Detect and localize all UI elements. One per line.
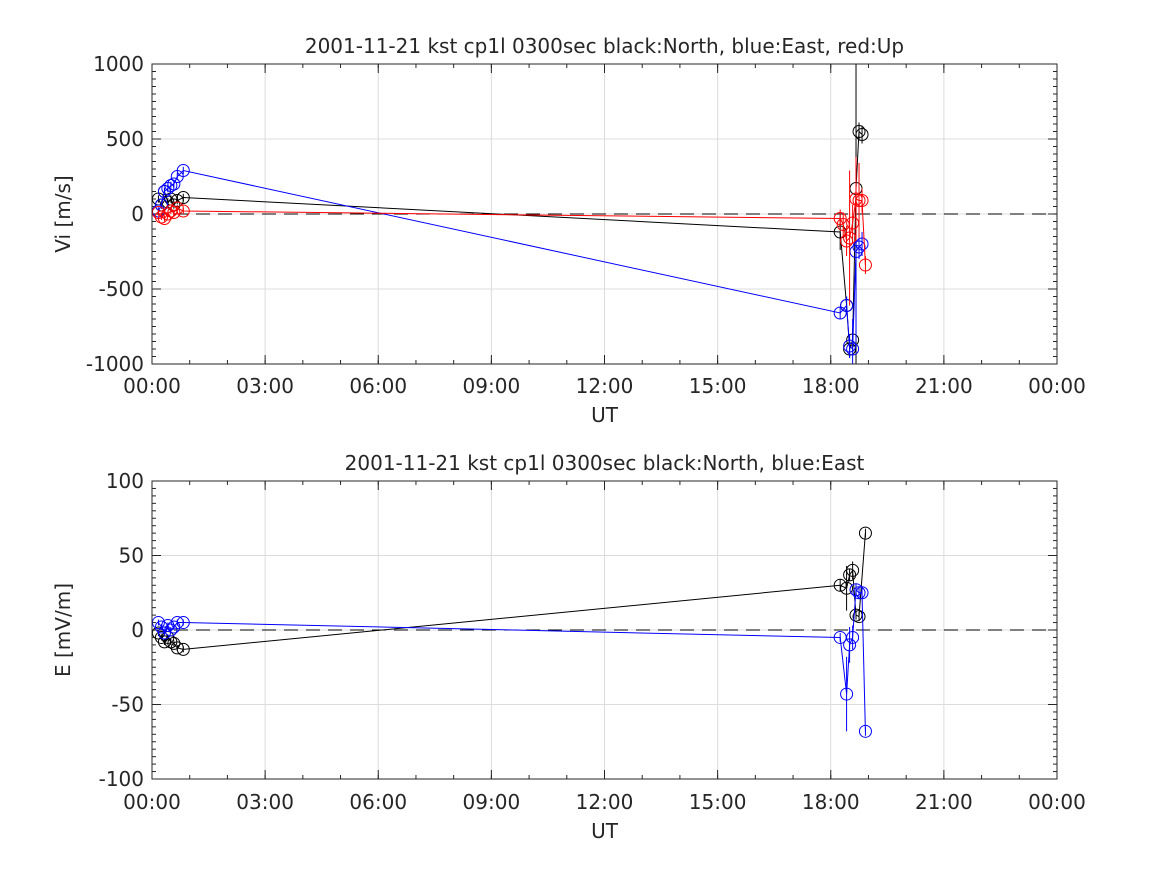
data-point	[855, 128, 869, 141]
data-point	[843, 638, 857, 652]
y-tick-label: -1000	[86, 352, 144, 376]
data-point	[849, 608, 863, 622]
x-tick-label: 15:00	[689, 374, 747, 398]
series-2	[152, 583, 872, 738]
x-tick-label: 03:00	[236, 790, 294, 814]
data-point	[846, 342, 860, 356]
data-point	[167, 177, 181, 191]
x-tick-label: 12:00	[576, 374, 634, 398]
data-point	[858, 724, 872, 738]
data-point	[840, 299, 854, 312]
series-3	[152, 157, 872, 306]
data-point	[855, 586, 869, 600]
x-tick-label: 00:00	[123, 374, 181, 398]
x-tick-label: 12:00	[576, 790, 634, 814]
data-point	[858, 258, 872, 272]
data-point	[840, 581, 854, 595]
chart-panel-1: 00:00 03:00 06:00 09:00 12:00 15:00 18:00 21:00…	[51, 34, 1086, 427]
x-tick-label: 09:00	[463, 790, 521, 814]
data-point	[167, 206, 181, 219]
data-point	[164, 179, 178, 192]
data-point	[846, 563, 860, 577]
x-tick-label: 00:00	[1028, 790, 1086, 814]
y-tick-label: -100	[99, 767, 144, 791]
x-tick-label: 09:00	[463, 374, 521, 398]
data-point	[176, 616, 190, 630]
data-point	[164, 623, 178, 637]
data-layer	[152, 526, 872, 738]
y-tick-label: 0	[131, 202, 144, 226]
y-tick-label: 500	[106, 127, 144, 151]
data-point	[852, 586, 866, 600]
series-line	[157, 588, 866, 732]
y-tick-label: -50	[111, 693, 144, 717]
x-tick-label: 00:00	[123, 790, 181, 814]
x-tick-label: 06:00	[349, 790, 407, 814]
data-point	[846, 630, 860, 644]
chart-title: 2001-11-21 kst cp1l 0300sec black:North,…	[345, 451, 865, 475]
data-point	[176, 642, 190, 656]
x-tick-label: 18:00	[802, 790, 860, 814]
data-point	[843, 568, 857, 582]
x-tick-label: 06:00	[349, 374, 407, 398]
data-point	[176, 164, 190, 177]
data-point	[176, 204, 190, 218]
data-point	[833, 212, 847, 225]
data-point	[167, 636, 181, 650]
plot-frame	[151, 480, 1058, 780]
y-tick-label: 1000	[93, 52, 144, 76]
data-point	[843, 339, 857, 353]
x-tick-label: 00:00	[1028, 374, 1086, 398]
data-point	[852, 125, 866, 138]
y-tick-label: 50	[119, 544, 144, 568]
data-point	[852, 194, 866, 207]
x-axis-label: UT	[591, 819, 619, 843]
chart-title: 2001-11-21 kst cp1l 0300sec black:North,…	[305, 34, 904, 58]
x-tick-label: 03:00	[236, 374, 294, 398]
y-tick-label: -500	[99, 277, 144, 301]
x-tick-label: 21:00	[915, 374, 973, 398]
data-point	[157, 212, 171, 225]
data-layer	[152, 64, 872, 364]
x-tick-label: 15:00	[689, 790, 747, 814]
data-point	[176, 191, 190, 204]
data-point	[852, 240, 866, 254]
x-tick-label: 18:00	[802, 374, 860, 398]
x-axis-label: UT	[591, 403, 619, 427]
x-tick-label: 21:00	[915, 790, 973, 814]
y-axis-label: E [mV/m]	[51, 583, 75, 677]
data-point	[840, 687, 854, 701]
data-point	[852, 610, 866, 624]
data-point	[858, 526, 872, 540]
y-tick-label: 100	[106, 469, 144, 493]
data-point	[855, 194, 869, 207]
chart-panel-2: 00:00 03:00 06:00 09:00 12:00 15:00 18:00 21:00…	[51, 451, 1086, 843]
plot-frame	[151, 63, 1058, 365]
data-point	[855, 237, 869, 251]
y-axis-label: Vi [m/s]	[51, 175, 75, 252]
y-tick-label: 0	[131, 618, 144, 642]
